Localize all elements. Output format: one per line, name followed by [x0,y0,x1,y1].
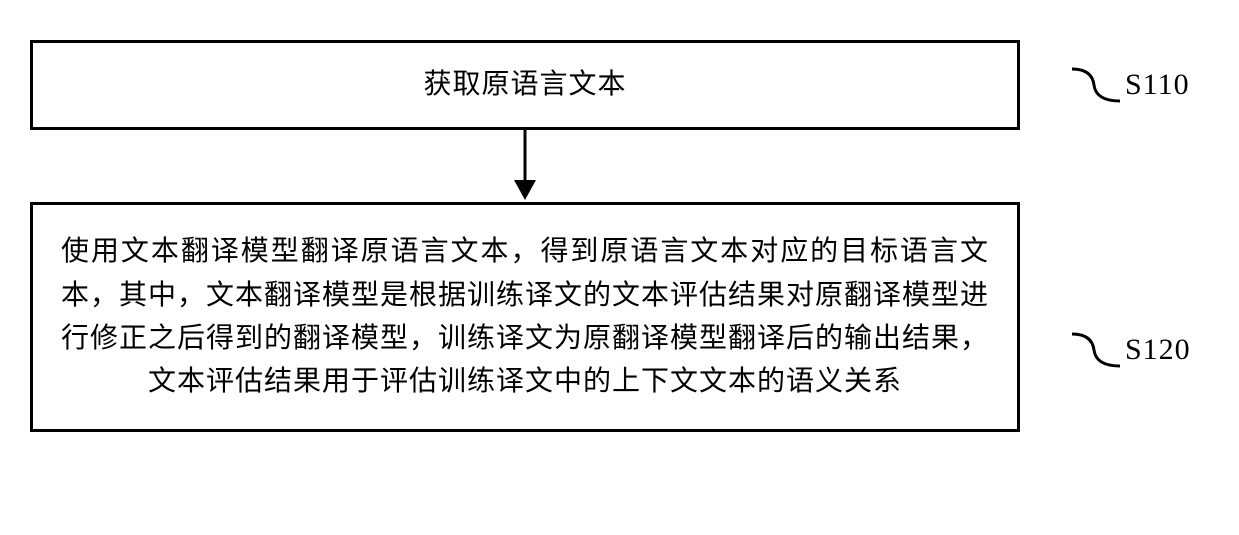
bracket-icon [1070,330,1125,370]
step-label-text: S120 [1125,333,1191,367]
flowchart-container: 获取原语言文本 S110 使用文本翻译模型翻译原语言文本，得到原语言文本对应的目… [30,40,1210,432]
step-label-s120: S120 [1070,330,1191,370]
bracket-icon [1070,65,1125,105]
step-label-s110: S110 [1070,65,1190,105]
step-text: 获取原语言文本 [423,63,626,106]
arrow-down-icon [505,130,545,202]
flow-arrow [30,130,1020,202]
step-label-text: S110 [1125,68,1190,102]
step-text: 使用文本翻译模型翻译原语言文本，得到原语言文本对应的目标语言文本，其中，文本翻译… [61,230,989,404]
flow-step-s110: 获取原语言文本 [30,40,1020,130]
flow-step-s120: 使用文本翻译模型翻译原语言文本，得到原语言文本对应的目标语言文本，其中，文本翻译… [30,202,1020,432]
